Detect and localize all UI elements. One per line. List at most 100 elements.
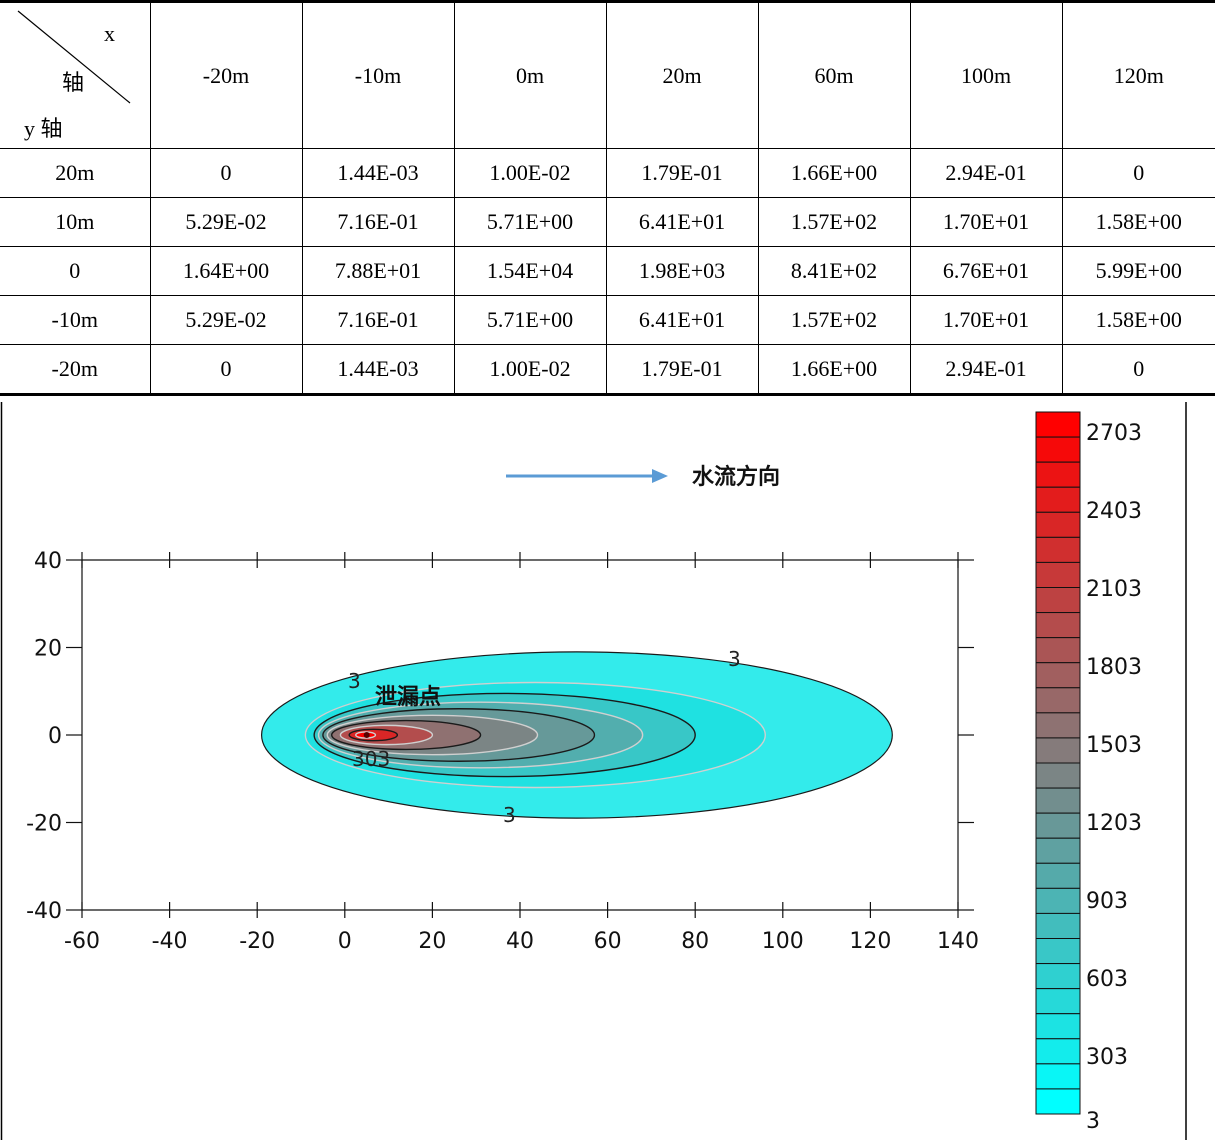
table-cell: 1.44E-03 <box>301 148 455 198</box>
table-cell: 6.41E+01 <box>605 197 759 247</box>
concentration-table: x 轴 y 轴 -20m -10m 0m 20m 60m 100m 120m 2… <box>0 0 1215 396</box>
table-cell: 1.66E+00 <box>757 344 911 395</box>
table-cell: 1.66E+00 <box>757 148 911 198</box>
colorbar-swatch <box>1035 1038 1081 1065</box>
leak-point-label: 泄漏点 <box>375 684 441 710</box>
table-cell: 1.57E+02 <box>757 197 911 247</box>
table-cell: 1.79E-01 <box>605 148 759 198</box>
colorbar-swatch <box>1035 637 1081 664</box>
x-tick-label: 20 <box>418 929 446 954</box>
colorbar-label: 303 <box>1086 1045 1128 1070</box>
table-corner-cell: x 轴 y 轴 <box>0 1 151 149</box>
table-cell: 2.94E-01 <box>909 148 1063 198</box>
y-tick-label: -40 <box>26 899 62 924</box>
y-tick-label: 0 <box>48 724 62 749</box>
column-header: 120m <box>1061 1 1215 149</box>
contour-label: 3 <box>728 647 741 671</box>
colorbar-swatch <box>1035 938 1081 965</box>
table-cell: 0 <box>1061 344 1215 395</box>
colorbar-swatch <box>1035 837 1081 864</box>
table-cell: 1.54E+04 <box>453 246 607 296</box>
colorbar-label: 1203 <box>1086 811 1142 836</box>
corner-x-axis-label: 轴 <box>62 70 85 95</box>
colorbar-swatch <box>1035 561 1081 589</box>
table-cell: 1.64E+00 <box>149 246 303 296</box>
table-cell: 1.79E-01 <box>605 344 759 395</box>
row-header: -20m <box>0 344 151 395</box>
colorbar-swatch <box>1035 862 1081 889</box>
column-header: 60m <box>757 1 911 149</box>
x-tick-label: -60 <box>64 929 100 954</box>
colorbar-label: 603 <box>1086 967 1128 992</box>
colorbar-label: 2103 <box>1086 577 1142 602</box>
corner-y-label: y 轴 <box>24 116 63 141</box>
colorbar-swatch <box>1035 511 1081 538</box>
colorbar-swatch <box>1035 436 1081 463</box>
column-header: 20m <box>605 1 759 149</box>
table-row: 0 1.64E+00 7.88E+01 1.54E+04 1.98E+03 8.… <box>0 246 1215 296</box>
table-cell: 1.00E-02 <box>453 148 607 198</box>
colorbar-swatch <box>1035 988 1081 1015</box>
colorbar-label: 2703 <box>1086 421 1142 446</box>
colorbar-swatch <box>1035 912 1081 939</box>
contour-label: 303 <box>352 747 390 771</box>
colorbar-swatch <box>1035 712 1081 739</box>
colorbar-swatch <box>1035 812 1081 839</box>
row-header: 0 <box>0 246 151 296</box>
table-cell: 0 <box>1061 148 1215 198</box>
table-cell: 5.29E-02 <box>149 197 303 247</box>
colorbar-swatch <box>1035 762 1081 789</box>
colorbar-swatch <box>1035 1013 1081 1040</box>
colorbar-label: 1803 <box>1086 655 1142 680</box>
colorbar-swatch <box>1035 461 1081 488</box>
leak-source-marker <box>363 732 370 738</box>
x-tick-label: 140 <box>937 929 979 954</box>
table-cell: 6.41E+01 <box>605 295 759 345</box>
column-header: -10m <box>301 1 455 149</box>
table-cell: 0 <box>149 344 303 395</box>
table-cell: 5.71E+00 <box>453 295 607 345</box>
table-cell: 5.29E-02 <box>149 295 303 345</box>
column-header: 100m <box>909 1 1063 149</box>
y-tick-label: 20 <box>34 637 62 662</box>
table-cell: 1.58E+00 <box>1061 295 1215 345</box>
y-tick-label: -20 <box>26 812 62 837</box>
table-cell: 7.16E-01 <box>301 295 455 345</box>
flow-direction-label: 水流方向 <box>692 464 780 490</box>
x-tick-label: 60 <box>594 929 622 954</box>
concentration-table-section: x 轴 y 轴 -20m -10m 0m 20m 60m 100m 120m 2… <box>0 0 1215 402</box>
table-row: -10m 5.29E-02 7.16E-01 5.71E+00 6.41E+01… <box>0 295 1215 345</box>
table-cell: 8.41E+02 <box>757 246 911 296</box>
table-cell: 1.58E+00 <box>1061 197 1215 247</box>
y-tick-label: 40 <box>34 549 62 574</box>
column-header: -20m <box>149 1 303 149</box>
row-header: 20m <box>0 148 151 198</box>
colorbar-swatch <box>1035 687 1081 714</box>
table-row: -20m 0 1.44E-03 1.00E-02 1.79E-01 1.66E+… <box>0 344 1215 395</box>
x-tick-label: 100 <box>762 929 804 954</box>
colorbar-label: 1503 <box>1086 733 1142 758</box>
colorbar-swatch <box>1035 486 1081 513</box>
colorbar-swatch <box>1035 536 1081 563</box>
table-header-row: x 轴 y 轴 -20m -10m 0m 20m 60m 100m 120m <box>0 1 1215 149</box>
table-cell: 6.76E+01 <box>909 246 1063 296</box>
x-tick-label: 0 <box>338 929 352 954</box>
table-row: 10m 5.29E-02 7.16E-01 5.71E+00 6.41E+01 … <box>0 197 1215 247</box>
plume-plot-section: -60 -40 -20 0 20 40 60 80 100 120 140 40 20 0 -20 -40 2… <box>0 402 1215 1140</box>
colorbar-swatch <box>1035 587 1081 614</box>
colorbar: 2703 2403 2103 1803 1503 1203 903 603 303 3 <box>1035 411 1142 1134</box>
x-tick-label: 80 <box>681 929 709 954</box>
row-header: 10m <box>0 197 151 247</box>
colorbar-label: 2403 <box>1086 499 1142 524</box>
table-cell: 2.94E-01 <box>909 344 1063 395</box>
plume-contours <box>260 651 893 819</box>
colorbar-swatch <box>1035 887 1081 914</box>
table-cell: 5.71E+00 <box>453 197 607 247</box>
x-tick-label: -20 <box>239 929 275 954</box>
colorbar-label: 903 <box>1086 889 1128 914</box>
table-cell: 1.70E+01 <box>909 197 1063 247</box>
colorbar-swatch <box>1035 787 1081 814</box>
x-tick-label: -40 <box>152 929 188 954</box>
